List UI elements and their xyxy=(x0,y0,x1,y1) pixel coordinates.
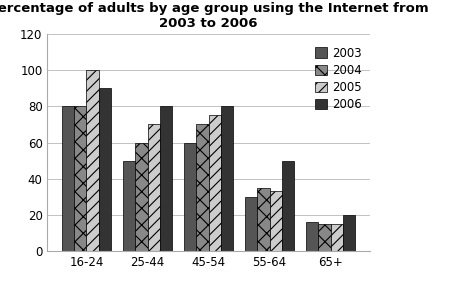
Bar xyxy=(184,142,196,251)
Bar xyxy=(209,115,221,251)
Bar xyxy=(74,106,86,251)
Bar xyxy=(282,160,294,251)
Bar xyxy=(99,88,111,251)
Bar xyxy=(306,222,319,251)
Bar xyxy=(147,125,160,251)
Bar xyxy=(196,125,209,251)
Bar xyxy=(62,106,74,251)
Bar xyxy=(86,70,99,251)
Bar xyxy=(245,197,257,251)
Bar xyxy=(123,160,135,251)
Bar xyxy=(343,215,355,251)
Bar xyxy=(270,191,282,251)
Bar xyxy=(331,224,343,251)
Bar xyxy=(257,188,270,251)
Bar xyxy=(135,142,147,251)
Bar xyxy=(319,224,331,251)
Legend: 2003, 2004, 2005, 2006: 2003, 2004, 2005, 2006 xyxy=(313,44,364,113)
Bar xyxy=(160,106,172,251)
Bar xyxy=(221,106,233,251)
Title: Percentage of adults by age group using the Internet from
2003 to 2006: Percentage of adults by age group using … xyxy=(0,2,429,30)
